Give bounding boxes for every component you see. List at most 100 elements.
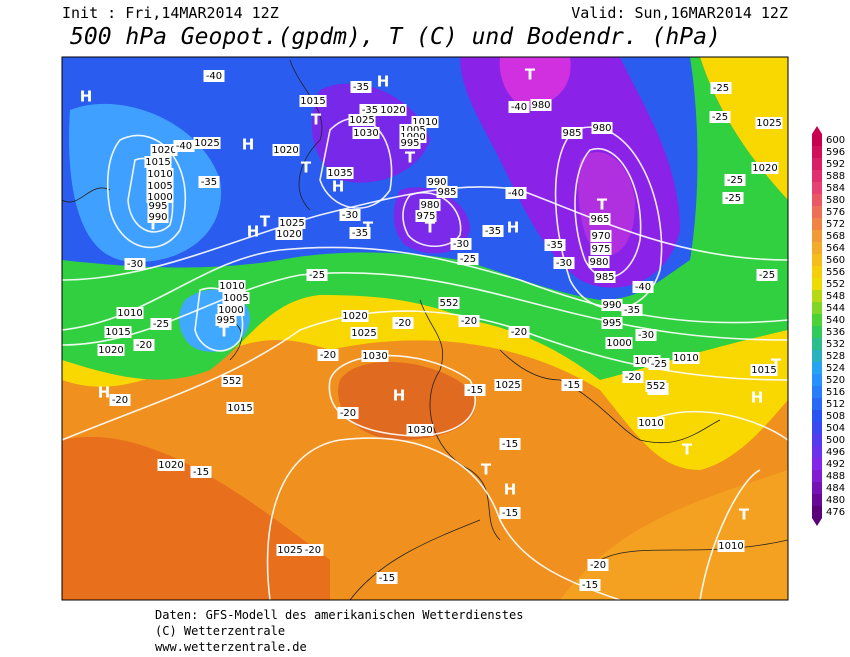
label-box — [717, 540, 745, 552]
contour-label: -15 — [467, 385, 483, 396]
contour-label: 1025 — [756, 118, 781, 129]
label-box — [221, 375, 243, 387]
colorbar-label: 480 — [826, 495, 845, 506]
contour-label: -40 — [176, 141, 192, 152]
contour-label: -20 — [112, 395, 128, 406]
contour-label: 1025 — [495, 380, 520, 391]
contour-label: 980 — [531, 100, 550, 111]
contour-label: 995 — [148, 201, 167, 212]
contour-label: -30 — [638, 330, 654, 341]
label-box — [579, 579, 601, 591]
colorbar-swatch — [812, 482, 822, 494]
label-box — [755, 117, 783, 129]
label-box — [359, 104, 381, 116]
label-box — [193, 137, 221, 149]
contour-label: 1015 — [105, 327, 130, 338]
label-box — [601, 317, 623, 329]
contour-label: -35 — [352, 228, 368, 239]
contour-label: 552 — [646, 381, 665, 392]
pressure-center: H — [247, 223, 260, 241]
contour-label: 980 — [420, 200, 439, 211]
colorbar-label: 496 — [826, 447, 845, 458]
contour-label: 1025 — [277, 545, 302, 556]
contour-label: -35 — [624, 305, 640, 316]
contour-label: -20 — [305, 545, 321, 556]
map-labels: HHTHTTTTTHTTTHTHHTHTTHTH1015102010251030… — [80, 66, 783, 591]
contour-label: 1020 — [98, 345, 123, 356]
label-box — [724, 174, 746, 186]
contour-label: 1025 — [279, 218, 304, 229]
pressure-center: H — [242, 136, 255, 154]
pressure-center: T — [525, 66, 536, 84]
label-box — [750, 364, 778, 376]
footer-copyright: (C) Wetterzentrale — [155, 624, 285, 638]
contour-label: 975 — [416, 211, 435, 222]
colorbar-label: 540 — [826, 315, 845, 326]
pressure-center: H — [507, 219, 520, 237]
map-frame — [61, 56, 789, 601]
label-box — [133, 339, 155, 351]
contour-label: -25 — [460, 254, 476, 265]
label-box — [450, 238, 472, 250]
label-box — [306, 269, 328, 281]
label-box — [601, 299, 623, 311]
label-box — [722, 192, 744, 204]
contour-label: -20 — [395, 318, 411, 329]
footer-source: Daten: GFS-Modell des amerikanischen Wet… — [155, 608, 523, 622]
label-box — [116, 307, 144, 319]
contour-label: -25 — [651, 359, 667, 370]
label-box — [361, 350, 389, 362]
label-box — [97, 344, 125, 356]
colorbar-swatch — [812, 386, 822, 398]
label-box — [457, 253, 479, 265]
contour-label: 1015 — [751, 365, 776, 376]
colorbar-cap-top — [812, 126, 822, 134]
footer-url: www.wetterzentrale.de — [155, 640, 307, 654]
colorbar-cap-bottom — [812, 518, 822, 526]
contour-label: 1025 — [351, 328, 376, 339]
contour-label: 1000 — [606, 338, 631, 349]
colorbar-label: 516 — [826, 387, 845, 398]
colorbar-label: 504 — [826, 423, 845, 434]
label-box — [352, 127, 380, 139]
contour-label: -15 — [502, 439, 518, 450]
contour-label: 990 — [602, 300, 621, 311]
label-box — [709, 111, 731, 123]
label-box — [482, 225, 504, 237]
colorbar-swatch — [812, 434, 822, 446]
label-box — [203, 70, 225, 82]
colorbar-label: 508 — [826, 411, 845, 422]
label-box — [561, 379, 583, 391]
label-box — [350, 327, 378, 339]
colorbar-label: 576 — [826, 207, 845, 218]
colorbar-label: 492 — [826, 459, 845, 470]
contour-label: -25 — [759, 270, 775, 281]
contour-label: 995 — [602, 318, 621, 329]
label-box — [426, 176, 448, 188]
contour-label: 1005 — [400, 125, 425, 136]
contour-label: -20 — [461, 316, 477, 327]
label-box — [226, 402, 254, 414]
colorbar-swatch — [812, 338, 822, 350]
label-box — [341, 310, 369, 322]
colorbar-label: 584 — [826, 183, 845, 194]
label-box — [508, 326, 530, 338]
contour-label: 1005 — [223, 293, 248, 304]
label-box — [508, 101, 530, 113]
contour-label: -25 — [309, 270, 325, 281]
colorbar-swatch — [812, 170, 822, 182]
colorbar-swatch — [812, 374, 822, 386]
colorbar-swatch — [812, 242, 822, 254]
label-box — [376, 572, 398, 584]
contour-label: -20 — [590, 560, 606, 571]
contour-label: 1010 — [117, 308, 142, 319]
contour-label: -15 — [379, 573, 395, 584]
contour-label: 1020 — [158, 460, 183, 471]
label-box — [415, 210, 437, 222]
contour-label: 1010 — [673, 353, 698, 364]
label-box — [272, 144, 300, 156]
contour-label: 1020 — [276, 229, 301, 240]
colorbar-swatch — [812, 290, 822, 302]
label-box — [317, 349, 339, 361]
contour-label: -35 — [485, 226, 501, 237]
